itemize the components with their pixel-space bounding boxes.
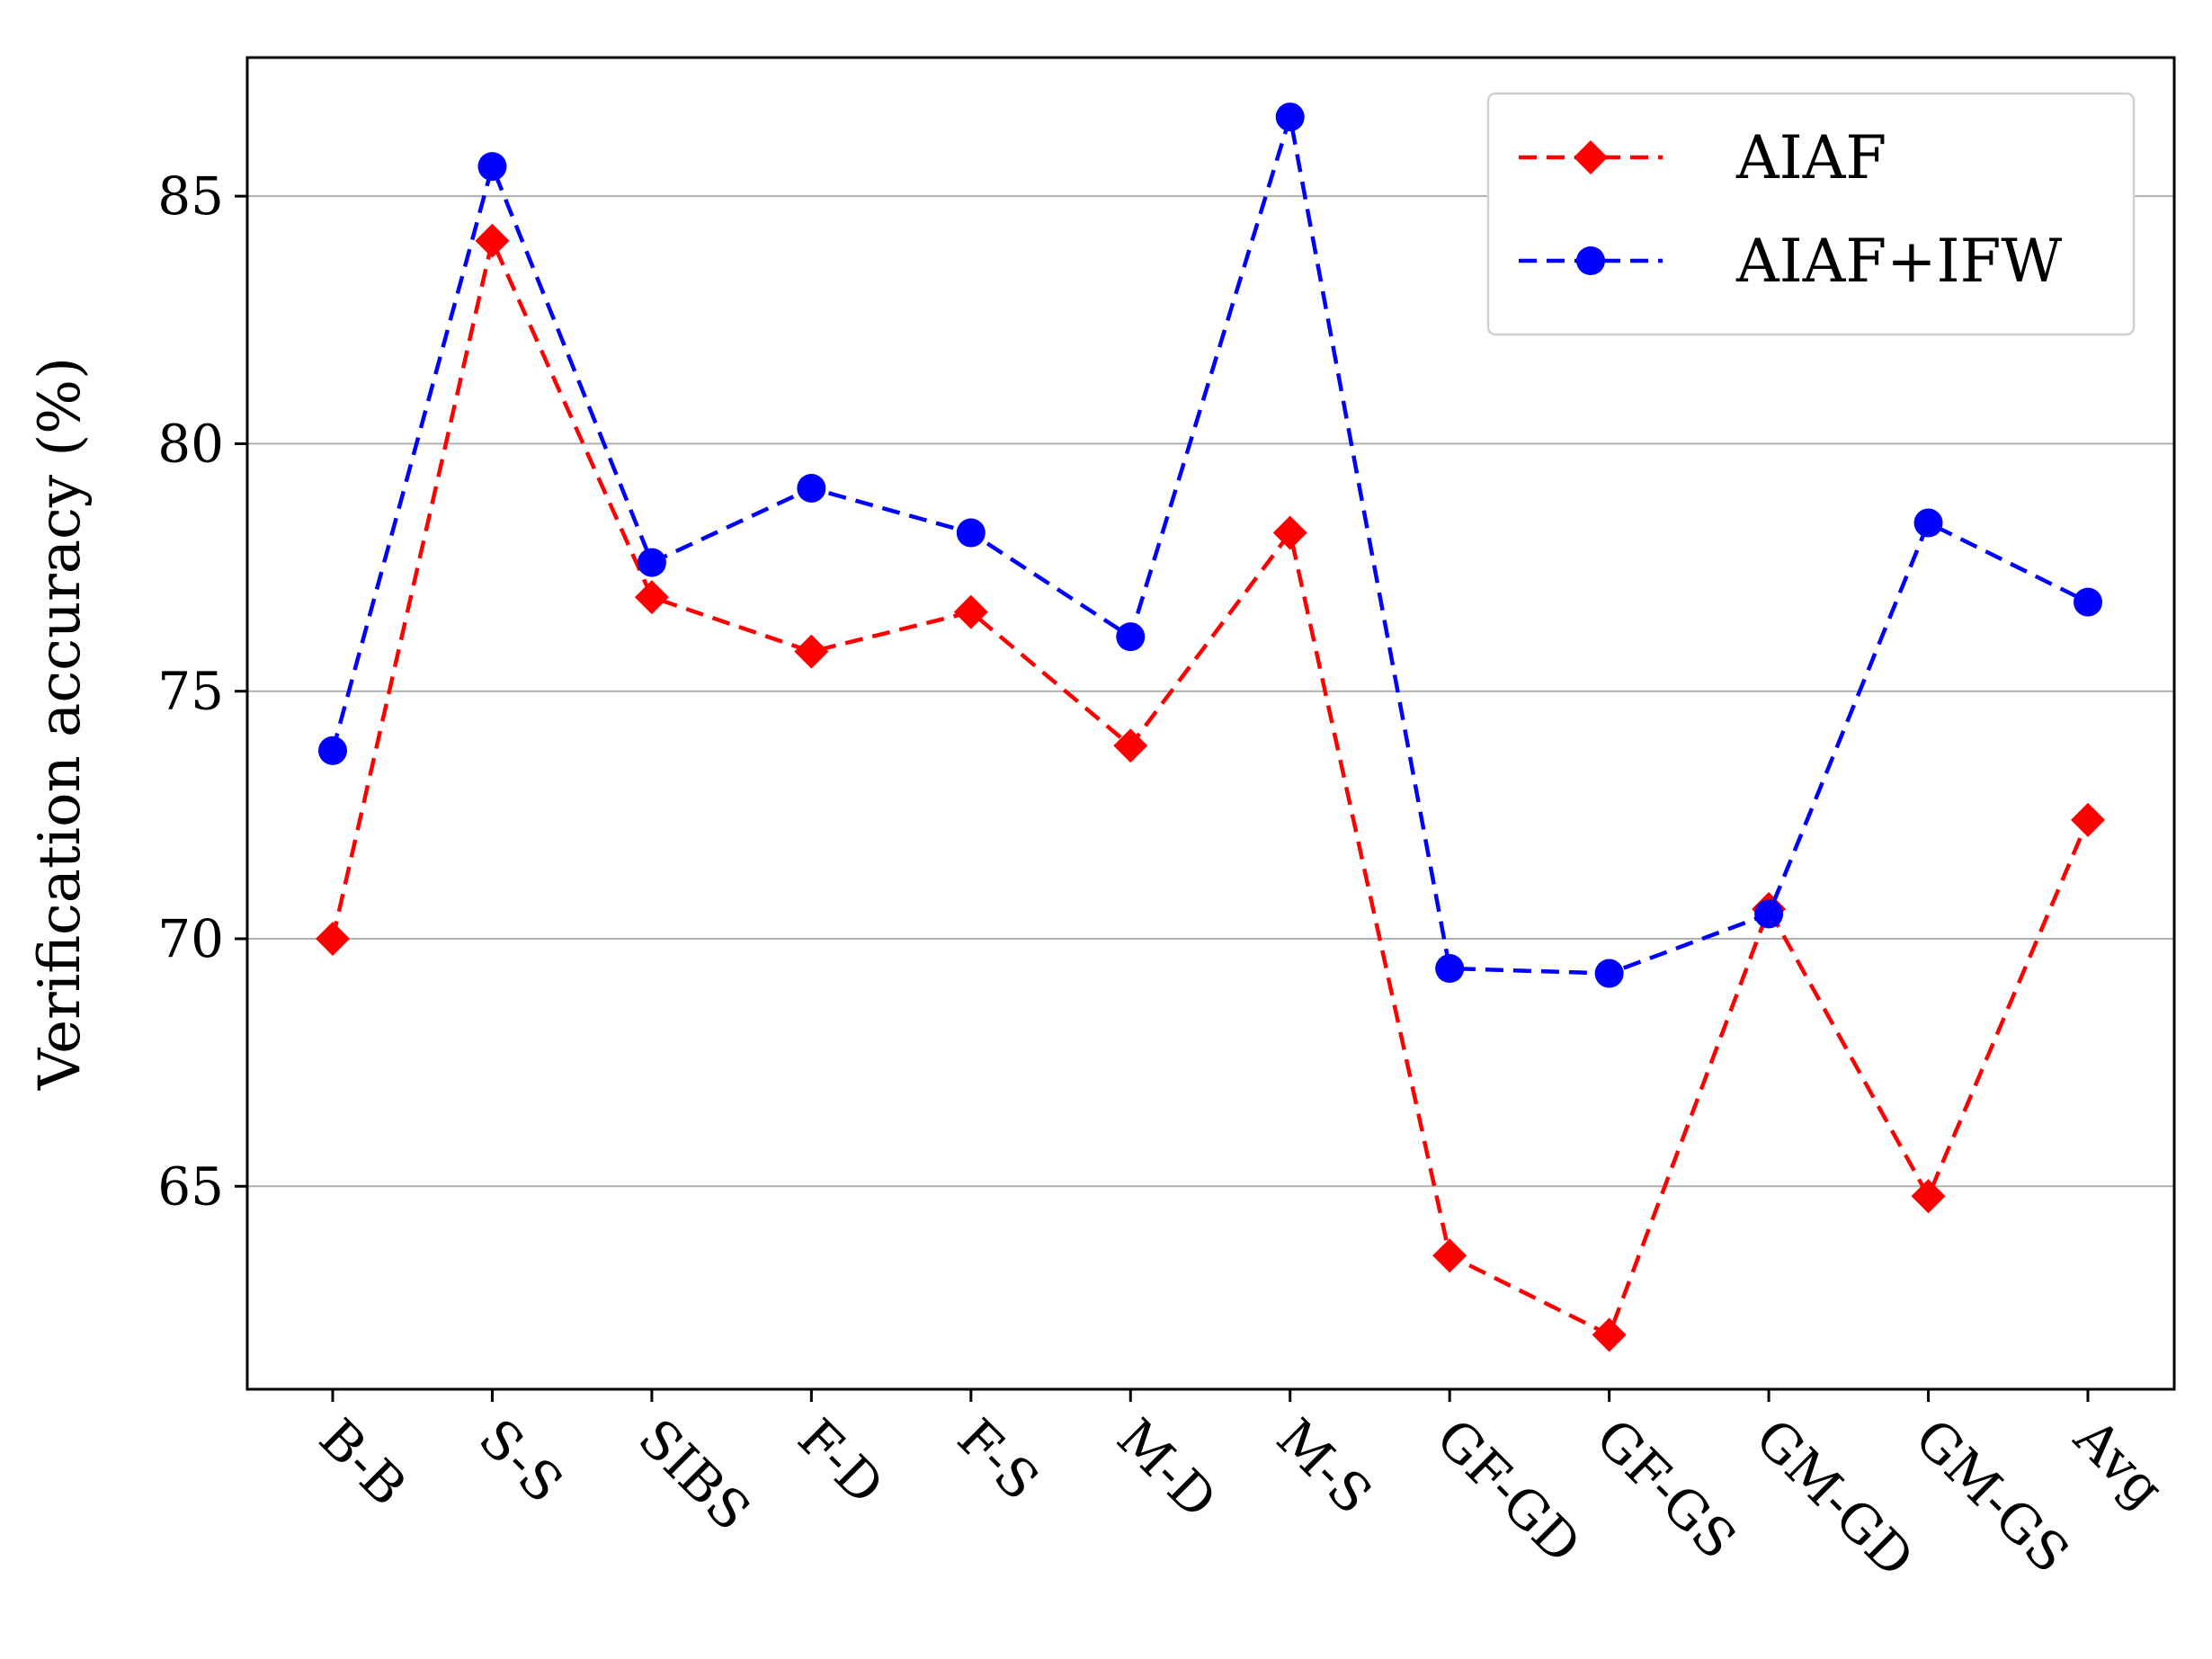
data-point	[318, 736, 347, 765]
data-point	[797, 473, 826, 503]
legend-label: AIAF+IFW	[1735, 227, 2062, 296]
data-point	[1913, 508, 1943, 538]
legend-marker	[1576, 246, 1605, 275]
data-point	[794, 634, 829, 669]
y-tick-label: 65	[157, 1155, 224, 1217]
legend-entry: AIAF+IFW	[1519, 227, 2062, 296]
data-point	[477, 152, 507, 182]
y-tick-label: 85	[157, 165, 224, 227]
data-point	[1272, 515, 1307, 550]
data-point	[1432, 1238, 1467, 1273]
grid-layer	[247, 195, 2174, 1188]
data-point	[1113, 728, 1148, 763]
data-point	[2071, 802, 2105, 837]
data-point	[1911, 1179, 1946, 1214]
data-point	[1435, 954, 1465, 984]
data-point	[475, 223, 510, 258]
series-line	[330, 114, 2090, 976]
y-tick-label: 70	[157, 908, 224, 969]
data-point	[1275, 103, 1305, 132]
series-layer	[316, 103, 2105, 1352]
legend-marker	[1574, 140, 1608, 174]
series-line	[330, 238, 2091, 1337]
data-point	[1116, 622, 1146, 652]
data-point	[2074, 587, 2102, 617]
y-tick-label: 80	[157, 413, 224, 474]
data-point	[316, 921, 350, 956]
data-point	[953, 594, 988, 629]
data-point	[1592, 1317, 1627, 1352]
series-1	[318, 103, 2102, 988]
y-axis-label: Verification accuracy (%)	[27, 357, 94, 1091]
data-point	[637, 548, 666, 577]
plot-frame	[245, 56, 2176, 1391]
legend-entry: AIAF	[1519, 123, 1886, 192]
legend-label: AIAF	[1735, 123, 1886, 192]
legend-box	[1486, 92, 2136, 336]
data-point	[634, 580, 669, 615]
legend: AIAF AIAF+IFW	[1486, 92, 2136, 336]
data-point	[956, 518, 986, 548]
y-tick-label: 75	[157, 661, 224, 722]
data-point	[1594, 959, 1624, 988]
data-point	[1754, 899, 1784, 929]
